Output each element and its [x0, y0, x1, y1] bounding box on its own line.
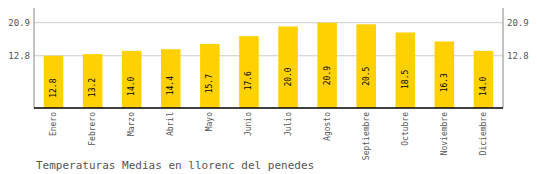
x-tick-label: Febrero	[88, 112, 97, 146]
y-tick-label: 12.8	[8, 51, 30, 61]
x-tick-label: Octubre	[401, 112, 410, 146]
x-tick-label: Noviembre	[440, 112, 449, 156]
data-label: 14.0	[479, 76, 488, 95]
y2-tick-label: 12.8	[507, 51, 529, 61]
grid-line	[34, 55, 503, 56]
data-label: 16.3	[440, 73, 449, 92]
x-axis-line	[34, 107, 503, 109]
data-label: 20.5	[362, 66, 371, 85]
bar	[396, 32, 416, 108]
data-label: 12.8	[49, 78, 58, 97]
bar	[356, 24, 376, 108]
y2-tick-label: 20.9	[507, 18, 529, 28]
x-tick-label: Agosto	[323, 112, 332, 141]
x-tick-label: Marzo	[127, 112, 136, 136]
bars	[44, 23, 493, 108]
y2-axis-line	[503, 8, 504, 108]
data-label: 14.0	[127, 76, 136, 95]
grid-line	[34, 22, 503, 23]
bar	[161, 49, 181, 108]
y-axis-line	[34, 8, 35, 108]
chart-container: 12.8 13.2 14.0 14.4 15.7 17.6 20.0 20.9 20.5 18.5…	[0, 0, 537, 174]
bar	[474, 51, 494, 108]
data-label: 18.5	[401, 69, 410, 88]
x-tick-label: Abril	[166, 112, 175, 136]
data-label: 15.7	[205, 74, 214, 93]
title: Temperaturas Medias en llorenc del pened…	[36, 159, 314, 172]
x-tick-label: Diciembre	[479, 112, 488, 156]
y-tick-label: 20.9	[8, 18, 30, 28]
bar	[435, 41, 455, 108]
bar	[317, 23, 337, 108]
bar	[278, 26, 298, 108]
x-tick-label: Septiembre	[362, 112, 371, 160]
bar	[239, 36, 259, 108]
bar	[122, 51, 142, 108]
data-label: 20.9	[323, 66, 332, 85]
chart: 12.8 13.2 14.0 14.4 15.7 17.6 20.0 20.9 20.5 18.5…	[0, 0, 537, 174]
bar	[83, 54, 103, 108]
bar	[200, 44, 220, 108]
bar	[44, 56, 64, 108]
x-tick-label: Enero	[49, 112, 58, 136]
x-tick-label: Julio	[284, 112, 293, 136]
x-tick-label: Junio	[244, 112, 253, 136]
data-label: 13.2	[88, 78, 97, 97]
data-label: 14.4	[166, 76, 175, 95]
data-label: 17.6	[244, 71, 253, 90]
data-label: 20.0	[284, 67, 293, 86]
x-tick-label: Mayo	[205, 112, 214, 131]
